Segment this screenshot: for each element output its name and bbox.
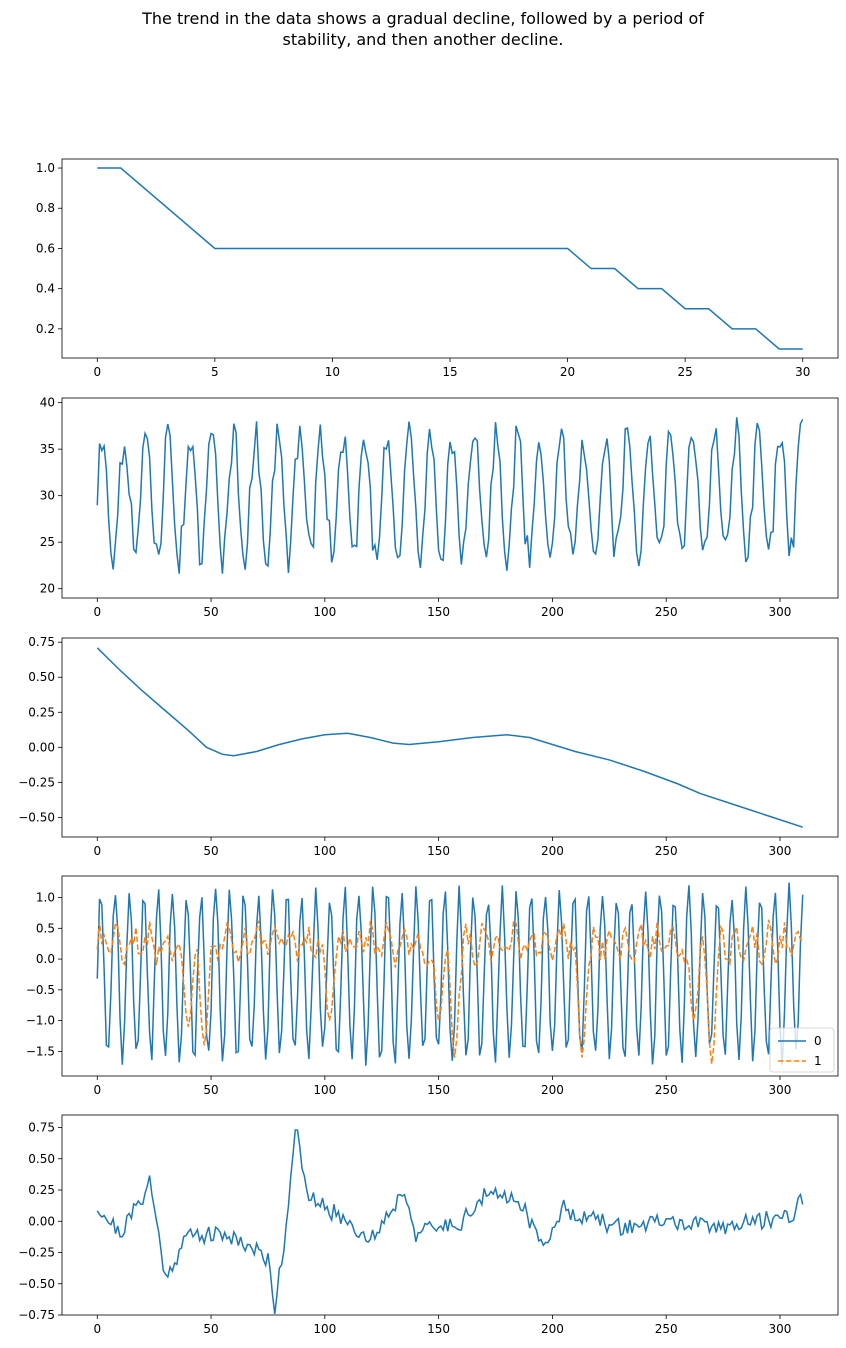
subplot-5-ytick-label-2: −0.25	[18, 1246, 55, 1260]
subplot-1-ytick-label-2: 0.6	[36, 241, 55, 255]
subplot-5-xtick-label-1: 50	[203, 1322, 218, 1336]
subplot-4: 0 50 100 150 200 250 300 −1.5 −1.0 −0.5 0.0 0.5 1.0 0…	[26, 875, 839, 1097]
subplot-3-ytick-label-0: −0.50	[18, 810, 55, 824]
subplot-5-ytick-label-3: 0.00	[28, 1214, 55, 1228]
subplot-5-xtick-label-3: 150	[427, 1322, 450, 1336]
subplot-5-xtick-label-6: 300	[769, 1322, 792, 1336]
subplot-1-xtick-label-0: 0	[93, 365, 101, 379]
subplot-3-xtick-label-5: 250	[655, 844, 678, 858]
subplot-3-ytick-label-1: −0.25	[18, 775, 55, 789]
subplot-1-ytick-label-4: 1.0	[36, 161, 55, 175]
subplot-1-series-line-0	[97, 167, 803, 350]
subplot-4-ytick-label-2: −0.5	[26, 983, 55, 997]
subplot-1-xtick-label-5: 25	[678, 365, 693, 379]
subplot-2-axes-frame	[61, 397, 839, 599]
subplot-1-xtick-label-6: 30	[795, 365, 810, 379]
subplot-2-xtick-label-5: 250	[655, 605, 678, 619]
legend-label-0: 0	[814, 1034, 822, 1048]
subplot-2-xtick-label-1: 50	[203, 605, 218, 619]
subplot-5-xtick-label-2: 100	[313, 1322, 336, 1336]
subplot-4-xtick-label-6: 300	[769, 1083, 792, 1097]
subplot-1-ytick-label-1: 0.4	[36, 282, 55, 296]
subplot-3-xtick-label-0: 0	[93, 844, 101, 858]
subplot-5-ytick-label-6: 0.75	[28, 1121, 55, 1135]
subplot-3-xtick-label-4: 200	[541, 844, 564, 858]
subplot-1-xtick-label-4: 20	[560, 365, 575, 379]
subplot-2-xtick-label-4: 200	[541, 605, 564, 619]
subplot-2-xtick-label-6: 300	[769, 605, 792, 619]
subplot-3-ytick-label-5: 0.75	[28, 635, 55, 649]
subplot-3-xtick-label-3: 150	[427, 844, 450, 858]
subplot-2-ytick-label-0: 20	[40, 582, 55, 596]
subplot-3-xtick-label-6: 300	[769, 844, 792, 858]
subplot-1-ytick-label-0: 0.2	[36, 322, 55, 336]
figure-title-line-2: stability, and then another decline.	[282, 30, 564, 49]
subplot-4-xtick-label-1: 50	[203, 1083, 218, 1097]
subplot-4-series-line-1	[96, 918, 804, 1064]
subplot-4-ytick-label-4: 0.5	[36, 921, 55, 935]
subplot-4-xtick-label-2: 100	[313, 1083, 336, 1097]
subplot-5-xtick-label-4: 200	[541, 1322, 564, 1336]
legend-box	[769, 1027, 835, 1073]
subplot-2-series-line-0	[96, 417, 804, 574]
subplot-4-xtick-label-3: 150	[427, 1083, 450, 1097]
subplot-4-ytick-label-0: −1.5	[26, 1044, 55, 1058]
subplot-4-series-line-0	[96, 882, 804, 1066]
subplot-2: 0 50 100 150 200 250 300 20 25 30 35 40	[40, 396, 839, 619]
subplot-2-ytick-label-2: 30	[40, 489, 55, 503]
subplot-1-ytick-label-3: 0.8	[36, 201, 55, 215]
subplot-5-ytick-label-0: −0.75	[18, 1308, 55, 1322]
subplot-3-axes-frame	[61, 637, 839, 838]
subplot-3-series-line-0	[96, 647, 803, 828]
figure-title: The trend in the data shows a gradual de…	[0, 8, 846, 50]
subplot-5: 0 50 100 150 200 250 300 −0.75 −0.50 −0.25 0.00 0.2…	[18, 1114, 839, 1336]
subplot-1-axes-frame	[61, 158, 839, 359]
subplot-2-ytick-label-1: 25	[40, 535, 55, 549]
subplot-4-legend: 01	[769, 1027, 835, 1073]
subplot-5-axes-frame	[61, 1114, 839, 1316]
subplot-4-ytick-label-5: 1.0	[36, 891, 55, 905]
subplot-4-ytick-label-3: 0.0	[36, 952, 55, 966]
legend-label-1: 1	[814, 1054, 822, 1068]
subplot-3-xtick-label-1: 50	[203, 844, 218, 858]
subplot-1-xtick-label-1: 5	[211, 365, 219, 379]
subplot-2-ytick-label-4: 40	[40, 396, 55, 410]
subplot-2-xtick-label-3: 150	[427, 605, 450, 619]
subplot-5-ytick-label-4: 0.25	[28, 1183, 55, 1197]
subplot-5-ytick-label-5: 0.50	[28, 1152, 55, 1166]
subplot-3-ytick-label-3: 0.25	[28, 705, 55, 719]
subplot-5-xtick-label-5: 250	[655, 1322, 678, 1336]
subplot-3-ytick-label-4: 0.50	[28, 670, 55, 684]
subplot-5-series-line-0	[96, 1129, 804, 1315]
subplot-2-xtick-label-0: 0	[93, 605, 101, 619]
subplot-1-xtick-label-2: 10	[325, 365, 340, 379]
subplot-5-xtick-label-0: 0	[93, 1322, 101, 1336]
subplot-3-ytick-label-2: 0.00	[28, 740, 55, 754]
subplot-3: 0 50 100 150 200 250 300 −0.50 −0.25 0.00 0.25 0.50…	[18, 635, 839, 858]
subplot-4-xtick-label-4: 200	[541, 1083, 564, 1097]
subplot-2-ytick-label-3: 35	[40, 442, 55, 456]
subplot-5-ytick-label-1: −0.50	[18, 1277, 55, 1291]
subplot-2-xtick-label-2: 100	[313, 605, 336, 619]
subplot-4-ytick-label-1: −1.0	[26, 1014, 55, 1028]
subplot-1-xtick-label-3: 15	[442, 365, 457, 379]
subplot-1: 0 5 10 15 20 25 30 0.2 0.4 0.6 0.8 1.0	[36, 158, 839, 379]
subplot-4-xtick-label-5: 250	[655, 1083, 678, 1097]
figure-title-line-1: The trend in the data shows a gradual de…	[142, 9, 704, 28]
subplot-3-xtick-label-2: 100	[313, 844, 336, 858]
subplot-4-axes-frame	[61, 875, 839, 1077]
subplot-4-xtick-label-0: 0	[93, 1083, 101, 1097]
